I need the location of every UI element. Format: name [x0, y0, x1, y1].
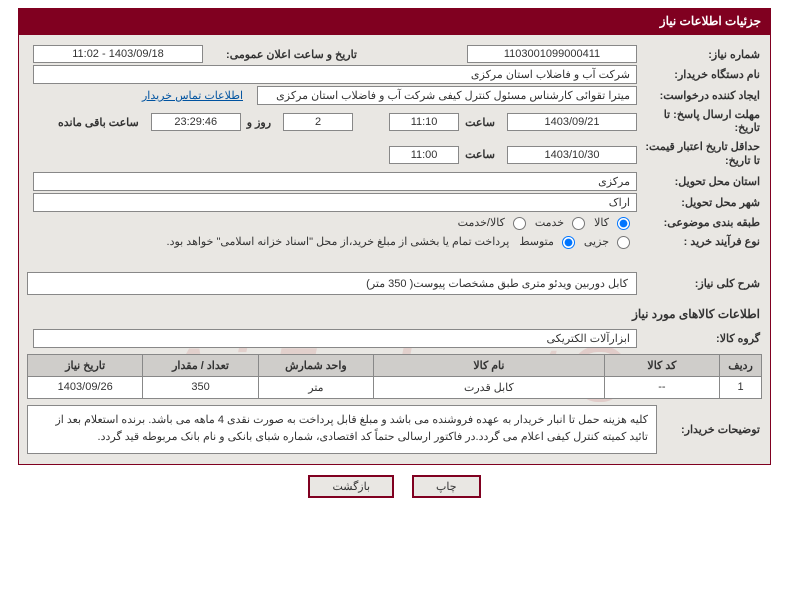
deadline-time-field: 11:10 — [389, 113, 459, 131]
proc-small-label: جزیی — [584, 235, 609, 248]
city-label: شهر محل تحویل: — [637, 194, 762, 211]
proc-small-radio[interactable] — [617, 236, 630, 249]
requester-field: میترا تقوائی کارشناس مسئول کنترل کیفی شر… — [257, 86, 637, 105]
table-row: 1 -- کابل قدرت متر 350 1403/09/26 — [28, 376, 762, 398]
deadline-date-field: 1403/09/21 — [507, 113, 637, 131]
process-label: نوع فرآیند خرید : — [637, 233, 762, 250]
cat-goods-label: کالا — [594, 216, 609, 229]
th-date: تاریخ نیاز — [28, 354, 143, 376]
cat-service-option[interactable]: خدمت — [535, 214, 588, 230]
buyer-note-label: توضیحات خریدار: — [657, 405, 762, 454]
process-radio-group: جزیی متوسط — [519, 233, 637, 249]
need-no-label: شماره نیاز: — [637, 46, 762, 63]
category-label: طبقه بندی موضوعی: — [637, 214, 762, 231]
days-and-label: روز و — [241, 116, 277, 129]
th-row: ردیف — [720, 354, 762, 376]
announce-label: تاریخ و ساعت اعلان عمومی: — [203, 48, 363, 61]
goods-group-field: ابزارآلات الکتریکی — [33, 329, 637, 348]
cell-unit: متر — [258, 376, 373, 398]
city-field: اراک — [33, 193, 637, 212]
cell-qty: 350 — [143, 376, 258, 398]
proc-small-option[interactable]: جزیی — [584, 233, 633, 249]
cat-goods-option[interactable]: کالا — [594, 214, 633, 230]
contact-link[interactable]: اطلاعات تماس خریدار — [142, 89, 251, 102]
header-title: جزئیات اطلاعات نیاز — [660, 14, 761, 28]
cat-goods-radio[interactable] — [617, 217, 630, 230]
deadline-label: مهلت ارسال پاسخ: تا تاریخ: — [637, 107, 762, 137]
overall-label: شرح کلی نیاز: — [637, 275, 762, 292]
goods-group-label: گروه کالا: — [637, 330, 762, 347]
requester-label: ایجاد کننده درخواست: — [637, 87, 762, 104]
need-no-field: 1103001099000411 — [467, 45, 637, 63]
buyer-org-field: شرکت آب و فاضلاب استان مرکزی — [33, 65, 637, 84]
goods-table: ردیف کد کالا نام کالا واحد شمارش تعداد /… — [27, 354, 762, 399]
cell-name: کابل قدرت — [374, 376, 605, 398]
back-button[interactable]: بازگشت — [308, 475, 394, 498]
cell-code: -- — [604, 376, 719, 398]
proc-medium-option[interactable]: متوسط — [519, 233, 578, 249]
cat-both-label: کالا/خدمت — [458, 216, 505, 229]
hour-label-2: ساعت — [459, 148, 501, 161]
th-code: کد کالا — [604, 354, 719, 376]
province-field: مرکزی — [33, 172, 637, 191]
th-qty: تعداد / مقدار — [143, 354, 258, 376]
valid-label: حداقل تاریخ اعتبار قیمت: تا تاریخ: — [637, 139, 762, 169]
days-field: 2 — [283, 113, 353, 131]
th-unit: واحد شمارش — [258, 354, 373, 376]
hour-label-1: ساعت — [459, 116, 501, 129]
category-radio-group: کالا خدمت کالا/خدمت — [458, 214, 637, 230]
announce-field: 1403/09/18 - 11:02 — [33, 45, 203, 63]
cat-both-option[interactable]: کالا/خدمت — [458, 214, 529, 230]
countdown-field: 23:29:46 — [151, 113, 241, 131]
valid-date-field: 1403/10/30 — [507, 146, 637, 164]
remaining-label: ساعت باقی مانده — [52, 116, 145, 129]
cell-row: 1 — [720, 376, 762, 398]
proc-medium-radio[interactable] — [562, 236, 575, 249]
cat-service-radio[interactable] — [572, 217, 585, 230]
overall-desc: کابل دوربین ویدئو متری طبق مشخصات پیوست(… — [27, 272, 637, 295]
th-name: نام کالا — [374, 354, 605, 376]
print-button[interactable]: چاپ — [412, 475, 481, 498]
cell-date: 1403/09/26 — [28, 376, 143, 398]
cat-service-label: خدمت — [535, 216, 564, 229]
buyer-note: کلیه هزینه حمل تا انبار خریدار به عهده ف… — [27, 405, 657, 454]
proc-medium-label: متوسط — [519, 235, 554, 248]
valid-time-field: 11:00 — [389, 146, 459, 164]
goods-section-title: اطلاعات کالاهای مورد نیاز — [27, 297, 762, 327]
buyer-org-label: نام دستگاه خریدار: — [637, 66, 762, 83]
cat-both-radio[interactable] — [513, 217, 526, 230]
panel-header: جزئیات اطلاعات نیاز — [18, 8, 771, 34]
payment-note: پرداخت تمام یا بخشی از مبلغ خرید،از محل … — [167, 235, 520, 248]
province-label: استان محل تحویل: — [637, 173, 762, 190]
